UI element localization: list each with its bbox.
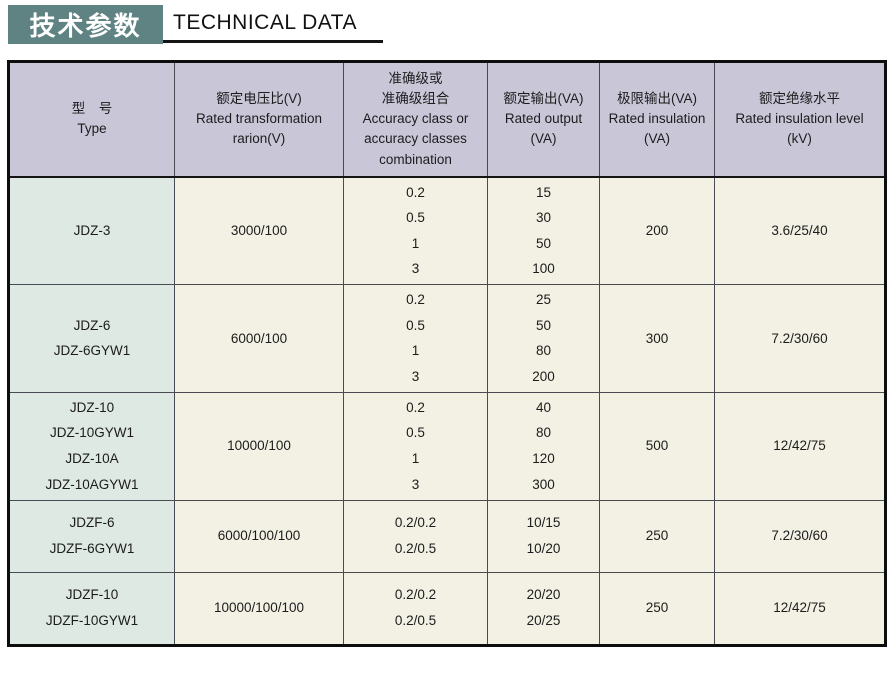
cell-accuracy: 0.2/0.2 0.2/0.5 (343, 571, 488, 646)
col-header-output: 额定输出(VA) Rated output (VA) (487, 61, 600, 178)
cell-ratio: 6000/100 (174, 284, 344, 393)
table-row: JDZ-10 JDZ-10GYW1 JDZ-10A JDZ-10AGYW1 10… (8, 391, 886, 501)
cell-type: JDZF-10 JDZF-10GYW1 (8, 571, 175, 646)
header-row: 型 号 Type 额定电压比(V) Rated transformation r… (8, 61, 886, 178)
page-title-zh: 技术参数 (29, 11, 142, 41)
cell-type: JDZ-6 JDZ-6GYW1 (8, 284, 175, 393)
technical-data-table: 型 号 Type 额定电压比(V) Rated transformation r… (7, 60, 887, 647)
cell-insulation-level: 7.2/30/60 (714, 499, 886, 573)
cell-insulation-level: 7.2/30/60 (714, 284, 886, 393)
page-title-en: TECHNICAL DATA (163, 6, 383, 43)
cell-ratio: 6000/100/100 (174, 499, 344, 573)
col-header-type: 型 号 Type (8, 61, 175, 178)
cell-insulation-level: 12/42/75 (714, 391, 886, 501)
title-zh-box: 技术参数 (8, 5, 163, 44)
cell-output: 25 50 80 200 (487, 284, 600, 393)
cell-limit-output: 300 (599, 284, 715, 393)
col-header-limit-output: 极限输出(VA) Rated insulation (VA) (599, 61, 715, 178)
cell-output: 10/15 10/20 (487, 499, 600, 573)
table-row: JDZF-6 JDZF-6GYW1 6000/100/100 0.2/0.2 0… (8, 499, 886, 573)
cell-ratio: 3000/100 (174, 175, 344, 286)
cell-accuracy: 0.2 0.5 1 3 (343, 391, 488, 501)
cell-accuracy: 0.2/0.2 0.2/0.5 (343, 499, 488, 573)
cell-limit-output: 250 (599, 571, 715, 646)
col-header-ratio: 额定电压比(V) Rated transformation rarion(V) (174, 61, 344, 178)
cell-output: 20/20 20/25 (487, 571, 600, 646)
cell-accuracy: 0.2 0.5 1 3 (343, 175, 488, 286)
col-header-insulation-level: 额定绝缘水平 Rated insulation level (kV) (714, 61, 886, 178)
cell-type: JDZ-10 JDZ-10GYW1 JDZ-10A JDZ-10AGYW1 (8, 391, 175, 501)
table-row: JDZ-6 JDZ-6GYW1 6000/100 0.2 0.5 1 3 25 … (8, 284, 886, 393)
cell-output: 40 80 120 300 (487, 391, 600, 501)
cell-output: 15 30 50 100 (487, 175, 600, 286)
col-header-accuracy: 准确级或 准确级组合 Accuracy class or accuracy cl… (343, 61, 488, 178)
cell-limit-output: 250 (599, 499, 715, 573)
table-row: JDZF-10 JDZF-10GYW1 10000/100/100 0.2/0.… (8, 571, 886, 646)
cell-type: JDZ-3 (8, 175, 175, 286)
cell-insulation-level: 3.6/25/40 (714, 175, 886, 286)
cell-insulation-level: 12/42/75 (714, 571, 886, 646)
table-row: JDZ-3 3000/100 0.2 0.5 1 3 15 30 50 100 … (8, 175, 886, 286)
cell-ratio: 10000/100 (174, 391, 344, 501)
cell-ratio: 10000/100/100 (174, 571, 344, 646)
cell-type: JDZF-6 JDZF-6GYW1 (8, 499, 175, 573)
cell-accuracy: 0.2 0.5 1 3 (343, 284, 488, 393)
cell-limit-output: 500 (599, 391, 715, 501)
cell-limit-output: 200 (599, 175, 715, 286)
